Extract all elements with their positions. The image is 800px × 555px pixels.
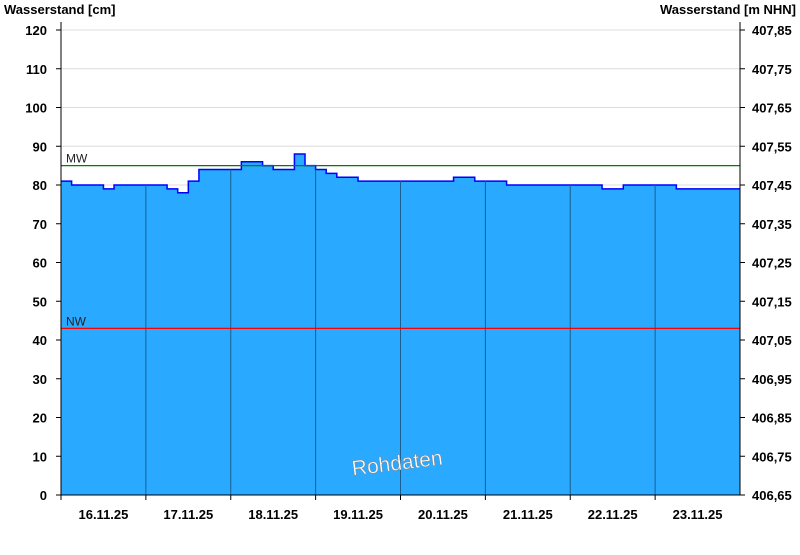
left-tick-label: 50 <box>33 294 47 309</box>
right-tick-label: 407,65 <box>752 101 792 116</box>
x-tick-label: 19.11.25 <box>333 507 383 522</box>
ref-label-nw: NW <box>66 314 87 328</box>
water-level-line <box>61 153 740 194</box>
right-axis-label: Wasserstand [m NHN] <box>660 2 796 17</box>
left-tick-label: 60 <box>33 256 47 271</box>
x-tick-label: 23.11.25 <box>673 507 723 522</box>
right-tick-label: 406,95 <box>752 372 792 387</box>
right-tick-label: 407,45 <box>752 178 792 193</box>
x-tick-label: 22.11.25 <box>588 507 638 522</box>
left-tick-label: 70 <box>33 217 47 232</box>
right-tick-label: 406,65 <box>752 488 792 503</box>
right-tick-label: 407,25 <box>752 256 792 271</box>
right-tick-label: 406,85 <box>752 411 792 426</box>
right-tick-label: 407,75 <box>752 62 792 77</box>
right-tick-label: 407,05 <box>752 333 792 348</box>
left-tick-label: 40 <box>33 333 47 348</box>
x-tick-label: 17.11.25 <box>163 507 213 522</box>
x-tick-label: 18.11.25 <box>248 507 298 522</box>
x-tick-label: 21.11.25 <box>503 507 553 522</box>
right-tick-label: 407,55 <box>752 139 792 154</box>
left-tick-label: 20 <box>33 411 47 426</box>
left-tick-label: 80 <box>33 178 47 193</box>
left-tick-label: 90 <box>33 139 47 154</box>
ref-label-mw: MW <box>66 152 88 166</box>
left-tick-label: 10 <box>33 449 47 464</box>
left-tick-label: 30 <box>33 372 47 387</box>
right-tick-label: 407,85 <box>752 23 792 38</box>
left-tick-label: 120 <box>25 23 47 38</box>
left-tick-label: 110 <box>26 62 47 77</box>
right-tick-label: 407,15 <box>752 294 792 309</box>
right-tick-label: 406,75 <box>752 449 792 464</box>
left-axis-label: Wasserstand [cm] <box>4 2 116 17</box>
right-tick-label: 407,35 <box>752 217 792 232</box>
left-tick-label: 0 <box>40 488 47 503</box>
x-tick-label: 16.11.25 <box>78 507 128 522</box>
x-tick-label: 20.11.25 <box>418 507 468 522</box>
left-tick-label: 100 <box>25 101 47 116</box>
